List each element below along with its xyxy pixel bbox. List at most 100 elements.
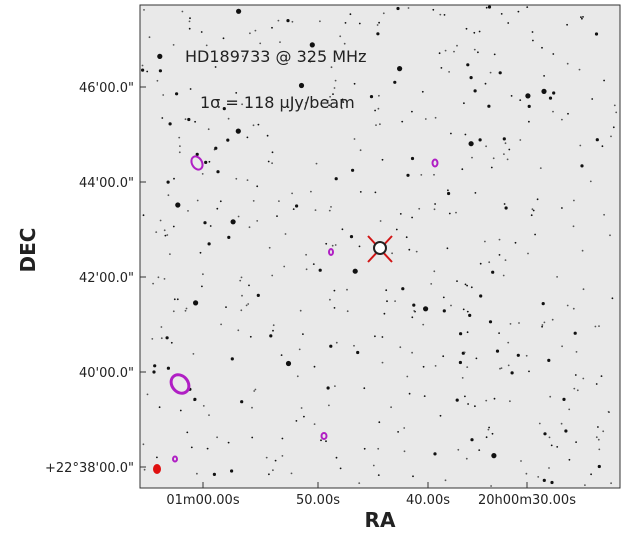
star bbox=[415, 250, 418, 253]
star bbox=[393, 80, 397, 84]
star bbox=[298, 82, 305, 89]
star bbox=[344, 22, 347, 24]
x-axis-label: RA bbox=[365, 508, 396, 532]
star bbox=[446, 247, 449, 250]
star bbox=[420, 174, 423, 176]
star bbox=[581, 17, 583, 20]
star bbox=[542, 478, 546, 482]
star bbox=[531, 208, 534, 211]
star bbox=[241, 294, 243, 297]
star bbox=[246, 179, 249, 182]
star bbox=[216, 170, 220, 174]
star bbox=[386, 300, 388, 303]
star bbox=[433, 452, 437, 456]
star bbox=[239, 279, 242, 282]
star bbox=[509, 323, 512, 325]
star bbox=[334, 177, 338, 181]
star bbox=[450, 132, 452, 135]
star bbox=[590, 473, 592, 476]
star bbox=[464, 283, 467, 286]
star bbox=[597, 426, 599, 428]
star bbox=[148, 36, 151, 39]
star bbox=[467, 403, 469, 405]
star bbox=[248, 284, 250, 287]
star bbox=[611, 297, 614, 300]
star bbox=[216, 436, 219, 439]
star bbox=[498, 71, 502, 75]
star bbox=[574, 374, 577, 376]
star bbox=[161, 117, 164, 119]
star bbox=[450, 304, 452, 307]
star bbox=[158, 406, 161, 409]
star bbox=[491, 432, 494, 435]
star bbox=[498, 254, 501, 256]
star bbox=[170, 341, 173, 344]
star bbox=[556, 446, 559, 448]
beam bbox=[153, 464, 161, 474]
star bbox=[379, 220, 382, 222]
star bbox=[281, 455, 284, 457]
star bbox=[240, 276, 243, 279]
star bbox=[466, 366, 469, 368]
star bbox=[284, 233, 287, 235]
star bbox=[490, 166, 493, 169]
star bbox=[434, 203, 436, 205]
star bbox=[383, 312, 386, 315]
star bbox=[575, 441, 577, 443]
star bbox=[160, 326, 163, 328]
star bbox=[405, 236, 408, 239]
star bbox=[464, 133, 467, 136]
star bbox=[358, 482, 361, 484]
star bbox=[519, 139, 522, 141]
star bbox=[167, 194, 170, 197]
star bbox=[178, 136, 181, 139]
star bbox=[517, 10, 520, 13]
star bbox=[235, 92, 238, 94]
star bbox=[295, 204, 299, 208]
star bbox=[208, 160, 211, 163]
star bbox=[187, 117, 191, 122]
star bbox=[379, 123, 381, 126]
star bbox=[248, 226, 251, 229]
star bbox=[603, 79, 605, 82]
star bbox=[390, 406, 392, 409]
x-tick-label: 20h00m30.00s bbox=[478, 493, 576, 508]
star bbox=[152, 282, 155, 285]
star bbox=[333, 87, 336, 89]
star bbox=[491, 270, 495, 274]
star bbox=[381, 336, 384, 338]
star bbox=[576, 389, 579, 392]
star bbox=[493, 397, 496, 400]
star bbox=[580, 164, 584, 168]
star bbox=[359, 191, 362, 193]
star bbox=[326, 386, 330, 390]
star bbox=[353, 82, 356, 85]
star bbox=[172, 44, 175, 46]
star bbox=[291, 20, 294, 23]
star bbox=[503, 203, 506, 205]
star bbox=[538, 422, 541, 425]
star bbox=[172, 310, 175, 313]
star bbox=[358, 245, 361, 248]
star bbox=[291, 192, 293, 195]
star bbox=[550, 480, 554, 485]
star bbox=[187, 210, 189, 212]
star bbox=[163, 229, 166, 232]
star bbox=[256, 293, 260, 297]
star bbox=[484, 82, 487, 85]
star bbox=[298, 348, 301, 351]
target-marker bbox=[367, 235, 393, 263]
star bbox=[342, 101, 345, 103]
star bbox=[303, 415, 305, 418]
star bbox=[525, 354, 528, 357]
star bbox=[330, 206, 332, 208]
star bbox=[146, 70, 149, 73]
star bbox=[487, 5, 492, 9]
star bbox=[408, 248, 411, 251]
star bbox=[433, 173, 435, 176]
star bbox=[156, 79, 159, 82]
star bbox=[235, 128, 241, 134]
star bbox=[230, 357, 234, 361]
star bbox=[169, 253, 171, 256]
